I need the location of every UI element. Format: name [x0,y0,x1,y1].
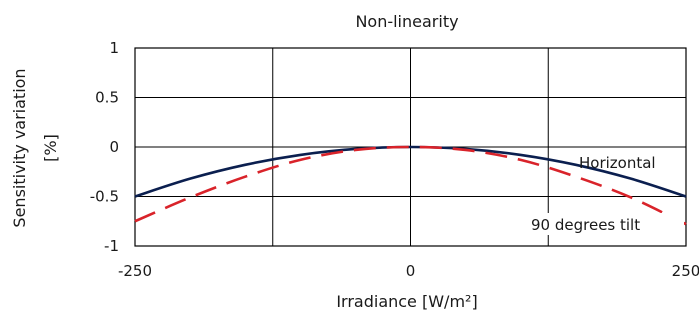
x-tick-labels: -250 0 250 [118,262,699,280]
x-axis-label: Irradiance [W/m²] [336,292,477,311]
series-line-90-degrees-tilt [134,145,687,226]
y-axis-label-line2: [%] [41,134,60,162]
chart-title: Non-linearity [355,12,458,31]
y-tick-label: 1 [109,39,119,57]
series-lines [134,145,687,226]
series-label-horizontal: Horizontal [579,154,656,172]
x-tick-label: 250 [672,262,699,280]
y-tick-labels: 1 0.5 0 -0.5 -1 [90,39,119,255]
y-tick-label: 0.5 [95,89,119,107]
series-line-horizontal [134,145,687,198]
series-label-90-degrees-tilt: 90 degrees tilt [531,216,640,234]
y-tick-label: 0 [109,138,119,156]
plot-frame [134,47,687,247]
y-tick-label: -1 [104,237,119,255]
y-axis-label: Sensitivity variation [10,68,29,227]
y-axis-label-line1: Sensitivity variation [10,68,29,227]
x-tick-label: 0 [406,262,416,280]
y-tick-label: -0.5 [90,188,119,206]
series-label-tilt-bg [528,213,684,235]
x-tick-label: -250 [118,262,152,280]
y-axis-unit: [%] [41,134,60,162]
